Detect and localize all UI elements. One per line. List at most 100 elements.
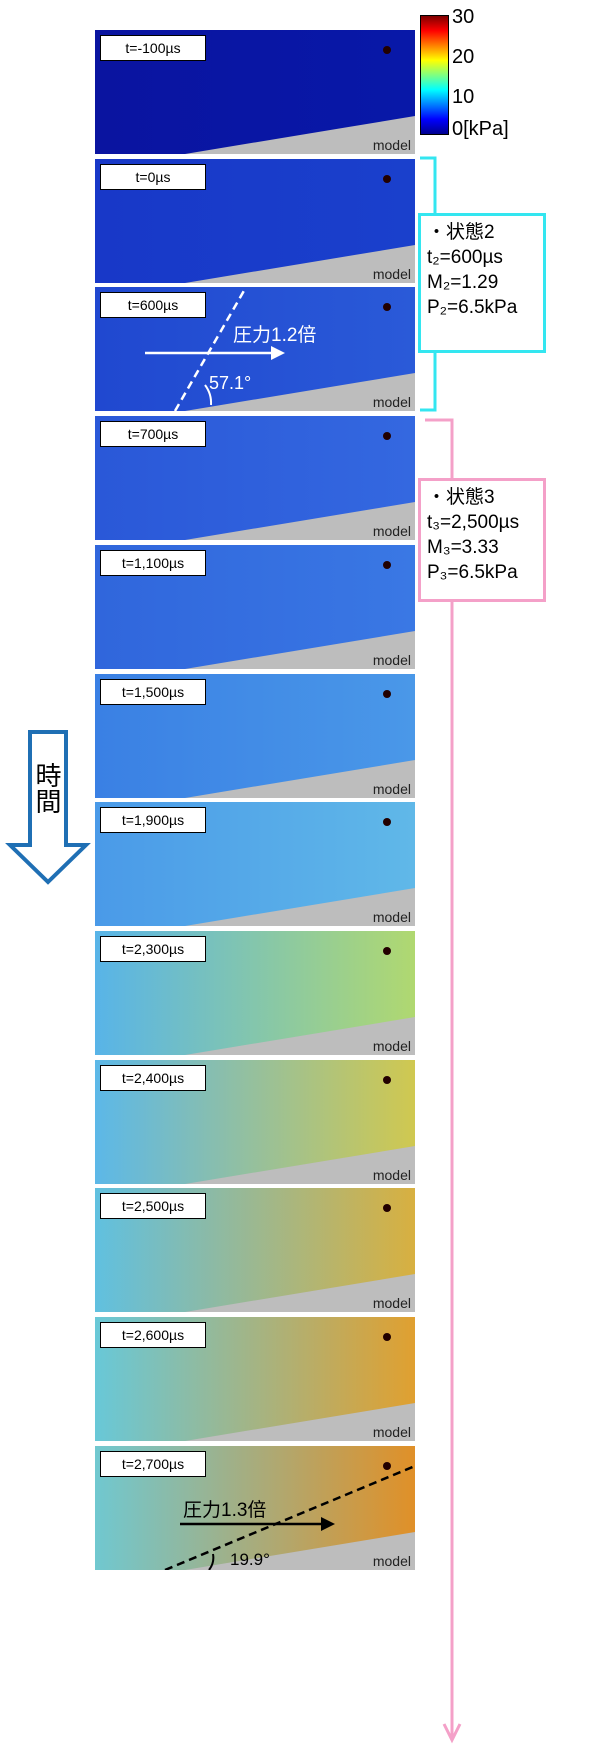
time-arrow: [5, 730, 91, 885]
time-label: t=1,500µs: [100, 678, 206, 705]
marker-dot: [383, 174, 391, 183]
angle-arc: [208, 1553, 215, 1570]
model-label: model: [372, 394, 411, 411]
model-wedge: [185, 630, 415, 669]
model-wedge: [185, 1145, 415, 1184]
pressure-panel: 圧力1.3倍 19.9° t=2,700µs model: [95, 1445, 415, 1570]
marker-dot: [383, 818, 391, 827]
pressure-panel: t=2,600µs model: [95, 1317, 415, 1441]
flow-arrowhead: [321, 1516, 335, 1531]
colorbar-tick-label: 10: [452, 86, 475, 108]
state-line: M₃=3.33: [427, 537, 499, 558]
state-line: P₂=6.5kPa: [427, 297, 518, 318]
annotation-text: 圧力1.3倍: [183, 1499, 266, 1521]
marker-dot: [383, 432, 391, 441]
pressure-panel: t=1,500µs model: [95, 673, 415, 798]
panel-graphics: [185, 46, 415, 154]
time-label: t=2,400µs: [100, 1064, 206, 1091]
model-wedge: [185, 888, 415, 927]
time-label: t=-100µs: [100, 35, 206, 61]
model-wedge: [185, 502, 415, 541]
model-wedge: [185, 1403, 415, 1441]
panel-graphics: [185, 174, 415, 283]
model-label: model: [372, 780, 411, 797]
angle-text: 57.1°: [209, 373, 251, 393]
state-line: P₃=6.5kPa: [427, 562, 518, 583]
model-label: model: [372, 909, 411, 926]
panel-graphics: [185, 432, 415, 541]
marker-dot: [383, 1333, 391, 1341]
time-label: t=2,600µs: [100, 1322, 206, 1348]
marker-dot: [383, 46, 391, 54]
model-label: model: [372, 1037, 411, 1054]
panel-graphics: [185, 818, 415, 927]
state2-box: ・状態2 t₂=600µs M₂=1.29 P₂=6.5kPa: [418, 213, 546, 353]
panel-graphics: [185, 1333, 415, 1441]
time-label: t=600µs: [100, 292, 206, 319]
marker-dot: [383, 946, 391, 955]
model-wedge: [185, 759, 415, 798]
model-wedge: [185, 1016, 415, 1055]
pressure-panel: 圧力1.2倍 57.1° t=600µs model: [95, 287, 415, 412]
state-line: ・状態3: [427, 487, 495, 508]
panel-graphics: [185, 689, 415, 798]
state3-box: ・状態3 t₃=2,500µs M₃=3.33 P₃=6.5kPa: [418, 478, 546, 602]
model-wedge: [185, 1531, 415, 1570]
state-line: t₂=600µs: [427, 247, 503, 268]
state3-arrowhead: [442, 1723, 462, 1744]
pressure-panel: t=700µs model: [95, 416, 415, 541]
state-line: t₃=2,500µs: [427, 512, 520, 533]
time-label: t=1,900µs: [100, 807, 206, 834]
panel-graphics: [185, 946, 415, 1055]
annotation-text: 圧力1.2倍: [233, 324, 316, 346]
time-arrow-text: 時間: [32, 762, 62, 814]
model-label: model: [372, 1552, 411, 1569]
pressure-panel: t=1,100µs model: [95, 544, 415, 669]
shock-line: [164, 1464, 415, 1570]
pressure-panel: t=0µs model: [95, 158, 415, 283]
panel-graphics: [185, 560, 415, 669]
angle-text: 19.9°: [230, 1550, 270, 1569]
panel-graphics: 圧力1.2倍 57.1°: [145, 288, 415, 412]
model-wedge: [185, 1274, 415, 1313]
time-label: t=1,100µs: [100, 549, 206, 576]
colorbar-tick-label: 30: [452, 6, 475, 28]
marker-dot: [383, 303, 391, 312]
pressure-panel: t=1,900µs model: [95, 802, 415, 927]
colorbar-tick-label: 20: [452, 46, 475, 68]
state-line: ・状態2: [427, 222, 495, 243]
pressure-panel: t=2,500µs model: [95, 1188, 415, 1313]
panel-graphics: [185, 1075, 415, 1184]
state3-bracket: [425, 418, 454, 1738]
panel-graphics: 圧力1.3倍 19.9°: [164, 1461, 415, 1570]
model-wedge: [185, 373, 415, 412]
time-label: t=700µs: [100, 421, 206, 448]
pressure-panel: t=2,400µs model: [95, 1059, 415, 1184]
model-label: model: [372, 265, 411, 282]
state-line: M₂=1.29: [427, 272, 499, 293]
marker-dot: [383, 560, 391, 569]
model-label: model: [372, 523, 411, 540]
panel-graphics: [185, 1204, 415, 1313]
colorbar: [420, 15, 449, 135]
shock-line: [173, 288, 247, 412]
marker-dot: [383, 1461, 391, 1470]
colorbar-tick-label: 0[kPa]: [452, 118, 509, 140]
pressure-panel: t=2,300µs model: [95, 930, 415, 1055]
model-label: model: [372, 1295, 411, 1312]
time-label: t=2,700µs: [100, 1450, 206, 1477]
time-label: t=2,300µs: [100, 935, 206, 962]
time-label: t=2,500µs: [100, 1193, 206, 1220]
model-wedge: [185, 116, 415, 154]
flow-arrowhead: [271, 346, 285, 361]
marker-dot: [383, 689, 391, 698]
angle-arc: [204, 384, 213, 406]
model-label: model: [372, 137, 411, 153]
model-wedge: [185, 244, 415, 283]
pressure-panel: t=-100µs model: [95, 30, 415, 154]
model-label: model: [372, 1424, 411, 1440]
marker-dot: [383, 1204, 391, 1213]
time-label: t=0µs: [100, 163, 206, 190]
model-label: model: [372, 1166, 411, 1183]
